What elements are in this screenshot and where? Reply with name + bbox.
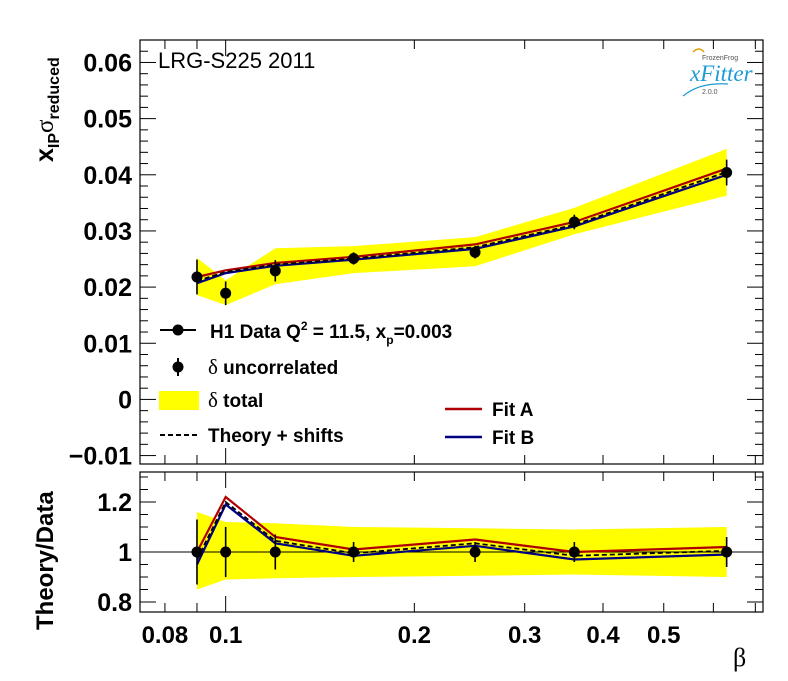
- legend-total-label: δ total: [208, 388, 263, 412]
- data-point: [721, 167, 733, 179]
- data-point: [220, 546, 232, 558]
- data-point: [469, 246, 481, 258]
- main-x-axis-ticks: [164, 40, 756, 464]
- main-data-points: [191, 159, 733, 306]
- legend: H1 Data Q2 = 11.5, xp=0.003 δ uncorrelat…: [159, 319, 534, 449]
- y-tick-label: 0.8: [97, 589, 132, 617]
- y-tick-label: 0.03: [83, 218, 132, 246]
- logo-frog-icon: [692, 48, 705, 53]
- data-point: [191, 271, 203, 283]
- main-plot-frame: [139, 39, 764, 465]
- main-y-axis-label: xIPσreduced: [31, 57, 63, 162]
- y-tick-label: 0.05: [83, 106, 132, 134]
- legend-uncorrelated-label: δ uncorrelated: [208, 355, 338, 379]
- data-point: [469, 546, 481, 558]
- logo-version-text: 2.0.0: [702, 89, 718, 96]
- legend-fit-b-label: Fit B: [492, 428, 534, 449]
- ratio-total-band: [140, 512, 763, 590]
- data-point: [269, 546, 281, 558]
- logo-main-text: xFitter: [689, 61, 754, 86]
- legend-fit-a-label: Fit A: [492, 400, 534, 421]
- ratio-data-points: [191, 519, 733, 585]
- y-tick-label: 0.01: [83, 330, 132, 358]
- y-tick-label: 0.06: [83, 49, 132, 77]
- data-point: [348, 546, 360, 558]
- x-tick-label: 0.1: [209, 622, 242, 649]
- x-tick-label: 0.3: [508, 622, 541, 649]
- legend-uncorrelated-marker: [172, 361, 184, 373]
- total-band-area: [197, 148, 727, 306]
- legend-theory-label: Theory + shifts: [208, 426, 344, 447]
- legend-data-marker: [172, 324, 184, 336]
- xfitter-logo: FrozenFrog xFitter 2.0.0: [682, 48, 754, 97]
- x-tick-label: 0.2: [398, 622, 431, 649]
- ratio-y-axis-label: Theory/Data: [32, 491, 59, 630]
- y-tick-label: 0: [118, 386, 132, 414]
- ratio-x-axis: 0.08 0.1 0.2 0.3 0.4 0.5: [142, 472, 756, 649]
- logo-swoosh-icon: [682, 83, 729, 97]
- main-total-band: [197, 148, 727, 306]
- data-point: [220, 287, 232, 299]
- data-point: [348, 252, 360, 264]
- y-tick-label: 0.04: [83, 162, 132, 190]
- data-point: [568, 546, 580, 558]
- ratio-y-axis: 0.8 1 1.2: [97, 476, 763, 617]
- main-y-axis: −0.01 0 0.01 0.02 0.03 0.04 0.05 0.06: [69, 39, 763, 471]
- total-band-area: [197, 512, 727, 590]
- logo-top-text: FrozenFrog: [702, 55, 738, 62]
- ratio-plot-frame: [139, 471, 764, 613]
- data-point: [568, 216, 580, 228]
- data-point: [269, 265, 281, 277]
- x-tick-label: 0.08: [142, 622, 189, 649]
- legend-total-swatch: [159, 391, 199, 410]
- data-point: [721, 546, 733, 558]
- legend-data-label: H1 Data Q2 = 11.5, xp=0.003: [210, 319, 452, 347]
- x-axis-label: β: [733, 643, 746, 672]
- y-tick-label: −0.01: [69, 443, 132, 471]
- x-tick-label: 0.5: [647, 622, 680, 649]
- y-tick-label: 0.02: [83, 274, 132, 302]
- y-tick-label: 1: [118, 539, 132, 567]
- y-tick-label: 1.2: [97, 489, 132, 517]
- x-tick-label: 0.4: [586, 622, 620, 649]
- data-point: [191, 546, 203, 558]
- chart-title: LRG-S225 2011: [158, 48, 315, 73]
